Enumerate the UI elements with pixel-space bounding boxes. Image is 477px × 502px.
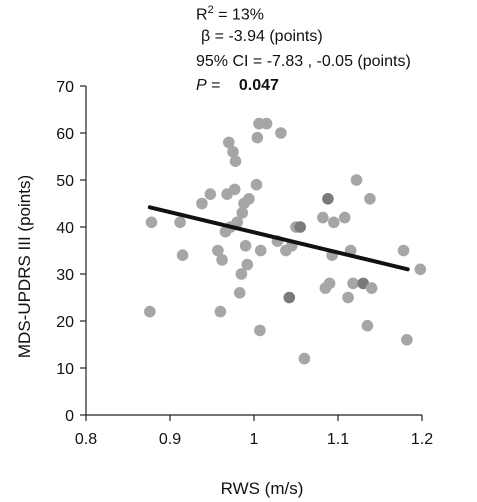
data-point	[260, 117, 273, 130]
data-point	[294, 221, 307, 233]
y-tick-label: 10	[56, 361, 74, 378]
x-tick-label: 1.2	[411, 431, 433, 448]
data-point	[236, 207, 249, 219]
y-tick-label: 20	[56, 314, 74, 331]
data-point	[365, 282, 378, 294]
data-point	[347, 277, 359, 290]
x-tick-label: 0.8	[75, 431, 97, 448]
y-tick-label: 70	[56, 79, 74, 96]
y-tick-label: 30	[56, 267, 74, 284]
data-point	[243, 193, 255, 205]
data-point	[397, 244, 410, 257]
data-point	[196, 197, 208, 210]
data-point	[174, 216, 186, 229]
y-tick-label: 0	[65, 408, 74, 425]
data-point	[235, 268, 248, 280]
data-point	[216, 254, 228, 266]
p-symbol: P	[196, 77, 207, 94]
p-equals: =	[206, 77, 225, 94]
r2-suffix: = 13%	[213, 6, 264, 24]
data-point	[231, 216, 243, 229]
ci-label: 95% CI = -7.83 , -0.05 (points)	[196, 53, 411, 70]
data-point	[342, 291, 354, 304]
beta-label: β = -3.94 (points)	[201, 28, 323, 45]
y-axis-title: MDS-UPDRS III (points)	[15, 175, 34, 358]
data-point	[323, 277, 336, 290]
data-point	[214, 305, 227, 318]
data-point	[401, 334, 413, 346]
p-value: 0.047	[238, 77, 279, 94]
x-tick-label: 0.9	[159, 431, 181, 448]
data-point	[338, 211, 351, 224]
data-point	[414, 263, 427, 276]
y-tick-label: 60	[56, 126, 74, 143]
r2-superscript: 2	[207, 4, 214, 16]
regression-line	[147, 205, 410, 272]
data-point	[254, 324, 266, 337]
data-point	[364, 193, 376, 205]
x-axis-title: RWS (m/s)	[221, 479, 304, 498]
data-point	[361, 319, 374, 332]
data-point	[223, 136, 235, 149]
data-point	[298, 352, 311, 365]
data-point	[250, 178, 263, 191]
y-tick-label: 40	[56, 220, 74, 237]
data-point	[212, 244, 224, 257]
data-point	[275, 127, 287, 139]
data-point	[204, 188, 217, 200]
data-point	[283, 291, 296, 304]
data-point	[328, 216, 340, 229]
data-point	[317, 211, 329, 224]
data-point	[254, 244, 267, 257]
y-ticks: 0 10 20 30 40 50 60 70	[56, 79, 86, 425]
data-point	[322, 193, 334, 205]
data-point	[241, 258, 254, 271]
points-layer	[144, 117, 427, 365]
data-point	[228, 183, 241, 196]
data-point	[239, 240, 252, 252]
data-point	[144, 305, 156, 318]
y-tick-label: 50	[56, 173, 74, 190]
data-point	[251, 131, 264, 144]
x-tick-label: 1.1	[327, 431, 349, 448]
data-point	[145, 216, 158, 229]
data-point	[227, 146, 239, 158]
data-point	[350, 174, 363, 186]
data-point	[176, 249, 189, 261]
data-point	[233, 287, 246, 299]
x-ticks: 0.8 0.9 1 1.1 1.2	[75, 415, 433, 448]
data-point	[229, 155, 242, 167]
p-value-label: P = 0.047	[196, 77, 279, 95]
r2-prefix: R	[196, 6, 208, 24]
r-squared-label: R2 = 13%	[196, 4, 264, 24]
x-tick-label: 1	[250, 431, 259, 448]
